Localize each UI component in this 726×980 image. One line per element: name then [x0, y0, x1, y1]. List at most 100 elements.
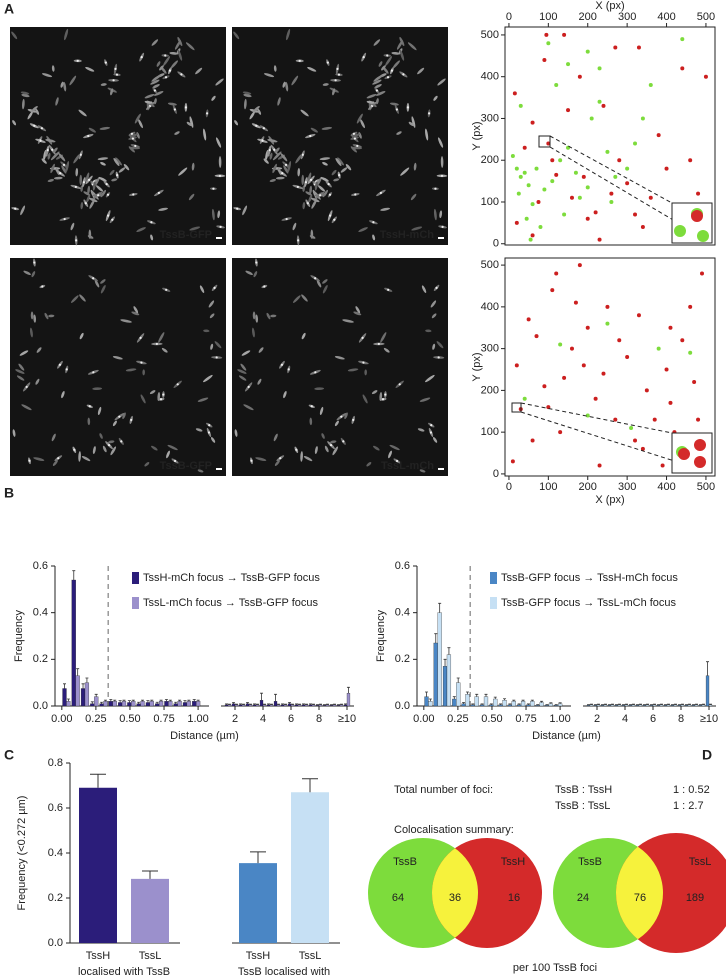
cell: [31, 105, 38, 112]
cell: [355, 306, 361, 314]
cell: [133, 306, 139, 314]
bar: [112, 701, 117, 707]
x-tick-label: 100: [539, 481, 557, 493]
bar: [339, 704, 344, 707]
error-bar: [671, 704, 675, 706]
cell: [158, 332, 165, 343]
bar: [437, 612, 442, 707]
point: [550, 158, 555, 163]
error-bar: [549, 702, 553, 704]
bar: [332, 704, 337, 707]
cell: [307, 172, 312, 183]
cell: [151, 74, 161, 82]
cell: [12, 429, 16, 437]
cell: [75, 167, 79, 177]
error-bar: [63, 683, 67, 689]
scale-bar: [438, 237, 444, 239]
y-tick-label: 0.4: [395, 607, 410, 619]
x-tick-label: 8: [678, 713, 684, 725]
cell: [31, 271, 36, 278]
bar: [276, 704, 281, 707]
cell: [273, 433, 278, 442]
point: [573, 300, 578, 305]
bar: [131, 878, 169, 943]
point: [597, 66, 602, 71]
focus: [250, 459, 253, 462]
error-bar: [318, 703, 322, 705]
cell: [140, 394, 146, 404]
bar: [297, 704, 302, 707]
error-bar: [90, 773, 106, 788]
x-tick-label: 1.00: [549, 713, 570, 725]
focus: [406, 106, 410, 109]
venn-label: TssL: [689, 856, 712, 868]
point: [633, 212, 638, 217]
cell: [300, 109, 309, 117]
cell: [123, 163, 130, 171]
focus: [173, 108, 176, 111]
cell: [356, 113, 363, 124]
cell: [322, 284, 328, 294]
error-bar: [622, 704, 626, 706]
focus: [84, 202, 87, 205]
cell: [33, 314, 37, 323]
cell: [112, 420, 117, 427]
point: [664, 367, 669, 372]
point: [546, 41, 551, 46]
y-tick-label: 0: [493, 468, 499, 480]
cell: [273, 65, 277, 72]
focus: [219, 225, 222, 228]
bar: [548, 703, 553, 707]
cell: [215, 137, 222, 148]
cell: [344, 412, 348, 420]
panel-d: Total number of foci: TssB : TssH 1 : 0.…: [368, 784, 726, 974]
point: [528, 237, 533, 242]
focus: [165, 288, 168, 291]
cell: [188, 193, 195, 201]
error-bar: [428, 698, 432, 702]
bar: [680, 704, 685, 707]
error-bar: [85, 677, 89, 683]
error-bar: [687, 703, 691, 705]
focus: [74, 185, 77, 189]
error-bar: [81, 683, 85, 689]
error-bar: [113, 699, 117, 702]
focus: [328, 193, 332, 196]
focus: [334, 79, 337, 82]
bar: [62, 688, 67, 707]
focus: [430, 423, 433, 427]
cell: [366, 100, 375, 104]
x-tick-label: 0: [506, 11, 512, 23]
point: [636, 45, 641, 50]
error-bar: [638, 703, 642, 705]
cell: [169, 51, 178, 55]
error-bar: [493, 696, 497, 699]
x-tick-label: 0.75: [153, 713, 174, 725]
cell: [29, 327, 33, 338]
error-bar: [685, 704, 689, 706]
cell: [396, 40, 403, 50]
bar: [428, 701, 433, 707]
focus: [153, 89, 157, 92]
cell: [108, 440, 115, 444]
inset-spot: [674, 225, 686, 237]
bar: [621, 705, 626, 707]
x-tick-label: 0.50: [119, 713, 140, 725]
y-tick-label: 100: [481, 426, 499, 438]
error-bar: [708, 703, 712, 705]
focus: [327, 182, 330, 186]
cell: [195, 428, 203, 432]
error-bar: [596, 703, 600, 705]
error-bar: [645, 703, 649, 705]
cell: [347, 368, 359, 372]
cell: [283, 390, 287, 399]
x-tick-label: TssH: [246, 950, 271, 962]
point: [542, 384, 547, 389]
bar: [273, 701, 278, 707]
bar: [645, 704, 650, 707]
panel-label: D: [702, 747, 712, 763]
legend-label: TssB-GFP focus → TssL-mCh focus: [501, 597, 677, 609]
point: [530, 438, 535, 443]
cell: [97, 157, 109, 161]
bar: [617, 704, 622, 707]
